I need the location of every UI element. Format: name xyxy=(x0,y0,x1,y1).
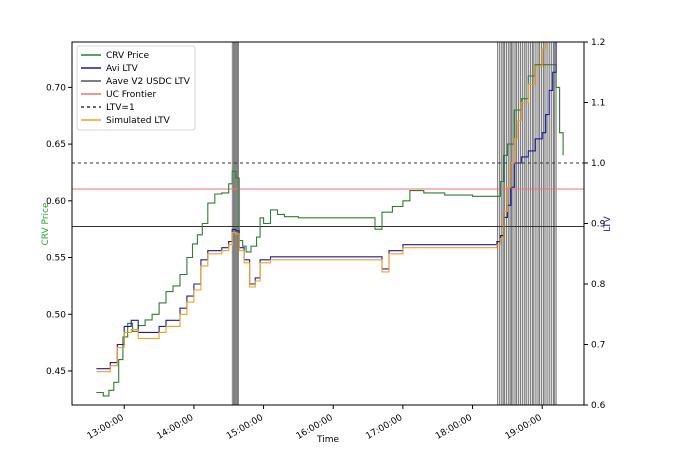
x-axis-label: Time xyxy=(316,435,339,445)
right-tick-label: 1.1 xyxy=(591,99,605,109)
left-axis-ticks: 0.45 0.50 0.55 0.60 0.65 0.70 xyxy=(46,83,72,377)
series-group xyxy=(96,42,564,397)
legend: CRV Price Avi LTV Aave V2 USDC LTV UC Front… xyxy=(76,45,196,131)
left-tick-label: 0.65 xyxy=(46,140,66,150)
event-bands xyxy=(231,42,557,405)
right-tick-label: 0.6 xyxy=(591,401,606,411)
left-tick-label: 0.60 xyxy=(46,197,66,207)
x-tick-label: 15:00:00 xyxy=(225,413,265,442)
x-tick-label: 18:00:00 xyxy=(434,413,474,442)
x-tick-label: 13:00:00 xyxy=(86,413,126,442)
legend-label: UC Frontier xyxy=(106,90,157,100)
legend-label: LTV=1 xyxy=(106,103,135,113)
right-tick-label: 0.9 xyxy=(591,220,606,230)
x-axis-ticks: 13:00:00 14:00:00 15:00:00 16:00:00 17:00:00… xyxy=(86,405,544,442)
right-tick-label: 0.8 xyxy=(591,280,606,290)
legend-label: Aave V2 USDC LTV xyxy=(106,77,191,87)
legend-label: Simulated LTV xyxy=(106,116,171,126)
legend-box xyxy=(76,45,196,131)
right-axis-ticks: 0.6 0.7 0.8 0.9 1.0 1.1 1.2 xyxy=(584,38,606,411)
legend-label: CRV Price xyxy=(106,51,149,61)
series-line xyxy=(96,42,547,373)
x-tick-label: 17:00:00 xyxy=(364,413,404,442)
x-tick-label: 14:00:00 xyxy=(155,413,195,442)
left-tick-label: 0.70 xyxy=(46,83,66,93)
right-tick-label: 1.2 xyxy=(591,38,605,48)
legend-label: Avi LTV xyxy=(106,64,139,74)
reference-lines xyxy=(72,162,584,228)
right-tick-label: 0.7 xyxy=(591,341,605,351)
left-tick-label: 0.55 xyxy=(46,254,66,264)
left-axis-label: CRV Price xyxy=(41,202,51,245)
x-tick-label: 19:00:00 xyxy=(504,413,544,442)
right-tick-label: 1.0 xyxy=(591,159,606,169)
series-line xyxy=(96,64,564,397)
right-axis-label: LTV xyxy=(603,215,613,231)
left-tick-label: 0.45 xyxy=(46,367,66,377)
left-tick-label: 0.50 xyxy=(46,310,66,320)
